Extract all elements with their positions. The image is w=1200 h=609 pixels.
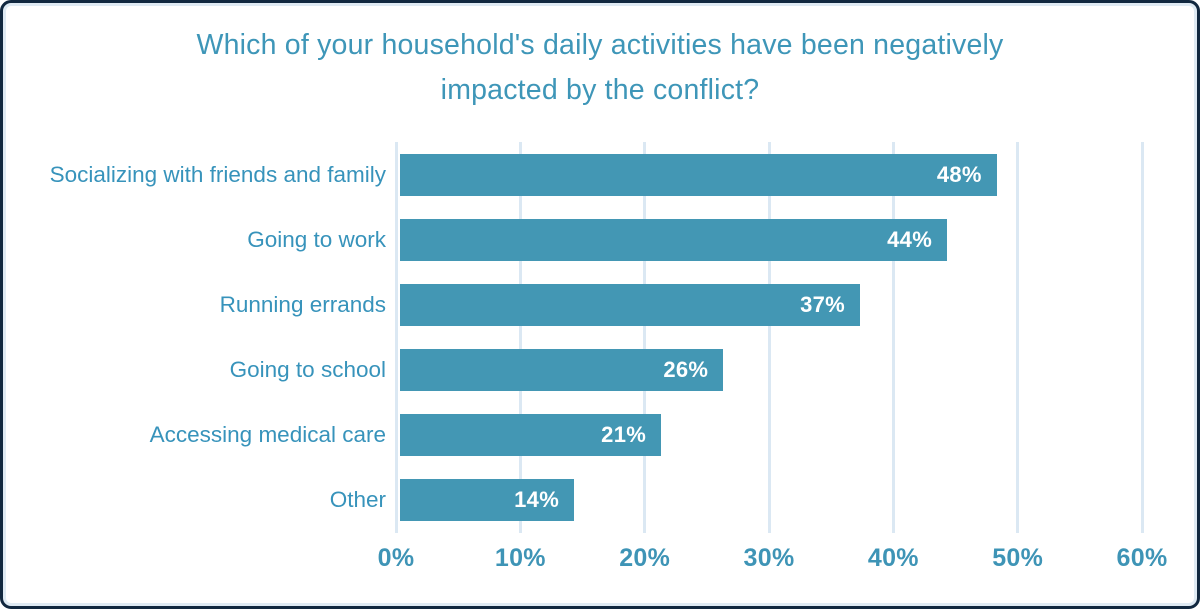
bar-value-label: 26% — [663, 357, 709, 383]
category-label: Accessing medical care — [149, 422, 386, 448]
x-tick-label: 20% — [619, 544, 671, 572]
bar-value-label: 37% — [800, 291, 846, 317]
x-tick-label: 10% — [494, 544, 546, 572]
plot-area: 48% 44% 37% 26% 21% 14% — [394, 142, 1144, 533]
gridline — [1140, 142, 1144, 533]
x-axis: 0% 10% 20% 30% 40% 50% 60% — [3, 544, 1197, 576]
bar-value-label: 14% — [514, 487, 560, 513]
bar-going-to-work: 44% — [400, 218, 948, 261]
bar-other: 14% — [400, 479, 575, 522]
category-label: Going to work — [247, 226, 386, 252]
chart-title-line: impacted by the conflict? — [440, 74, 760, 106]
bar-socializing-with-friends-and-family: 48% — [400, 153, 997, 196]
x-tick-label: 50% — [992, 544, 1044, 572]
category-label: Going to school — [229, 357, 386, 383]
x-tick-label: 0% — [377, 544, 415, 572]
category-axis: Socializing with friends and family Going… — [3, 142, 386, 533]
bar-value-label: 44% — [887, 226, 933, 252]
bar-running-errands: 37% — [400, 283, 861, 326]
x-tick-label: 40% — [867, 544, 919, 572]
gridline — [394, 142, 398, 533]
category-label: Other — [329, 487, 386, 513]
gridline — [518, 142, 522, 533]
gridline — [643, 142, 647, 533]
bar-going-to-school: 26% — [400, 349, 724, 392]
chart-title: Which of your household's daily activiti… — [3, 23, 1197, 113]
bar-value-label: 21% — [601, 422, 647, 448]
chart-title-line: Which of your household's daily activiti… — [196, 29, 1004, 61]
gridline — [767, 142, 771, 533]
category-label: Socializing with friends and family — [49, 161, 386, 187]
x-tick-label: 60% — [1116, 544, 1168, 572]
x-tick-label: 30% — [743, 544, 795, 572]
bar-value-label: 48% — [936, 161, 982, 187]
gridline — [1016, 142, 1020, 533]
gridline — [891, 142, 895, 533]
bar-accessing-medical-care: 21% — [400, 414, 662, 457]
category-label: Running errands — [219, 291, 386, 317]
